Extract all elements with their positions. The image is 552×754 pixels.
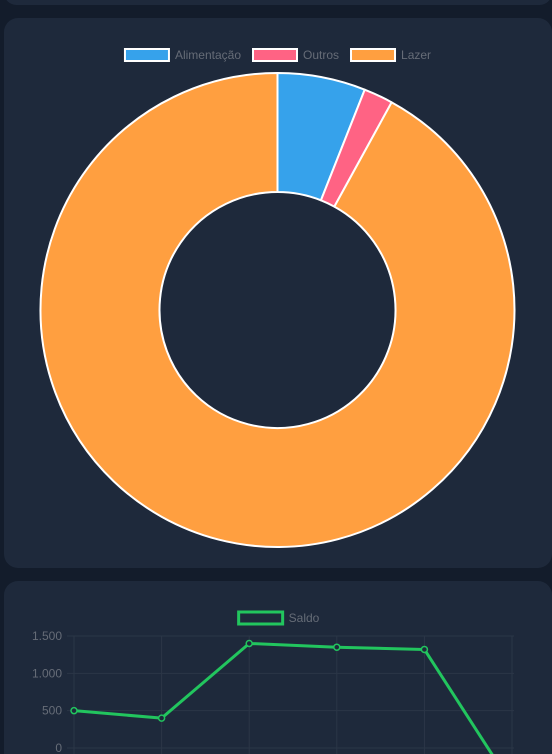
previous-card <box>4 0 552 5</box>
data-point-2[interactable] <box>245 639 253 648</box>
data-point-4[interactable] <box>420 645 429 654</box>
expense-doughnut-card: Alimentação Outros Lazer <box>4 18 552 568</box>
legend-item-outros[interactable]: Outros <box>252 48 339 62</box>
data-point-1[interactable] <box>157 714 166 722</box>
doughnut-legend: Alimentação Outros Lazer <box>123 48 431 62</box>
balance-line-chart: Saldo 0 500 1.000 1.500 <box>32 610 514 754</box>
line-series <box>70 639 494 754</box>
line-y-axis: 0 500 1.000 1.500 <box>32 629 62 754</box>
data-point-3[interactable] <box>333 643 341 651</box>
legend-label-saldo: Saldo <box>289 611 320 625</box>
y-tick-1-000: 1.000 <box>32 666 62 680</box>
line-grid <box>67 635 514 754</box>
legend-item-lazer[interactable]: Lazer <box>350 48 431 62</box>
slice-lazer[interactable] <box>39 72 516 548</box>
legend-label-outros: Outros <box>303 48 339 62</box>
legend-swatch-lazer <box>350 48 397 62</box>
y-tick-500: 500 <box>42 704 62 718</box>
data-point-0[interactable] <box>70 706 78 715</box>
legend-label-lazer: Lazer <box>401 48 431 62</box>
legend-item-saldo[interactable]: Saldo <box>237 610 320 626</box>
line-legend: Saldo <box>237 610 320 626</box>
y-tick-0: 0 <box>55 741 62 754</box>
y-tick-1-500: 1.500 <box>32 629 62 643</box>
legend-swatch-outros <box>252 48 298 62</box>
legend-item-alimentacao[interactable]: Alimentação <box>123 48 241 62</box>
balance-line-card: Saldo 0 500 1.000 1.500 <box>4 581 552 754</box>
series-line-saldo <box>72 641 494 754</box>
legend-label-alimentacao: Alimentação <box>175 48 241 62</box>
legend-swatch-saldo <box>237 610 285 626</box>
expense-doughnut-chart: Alimentação Outros Lazer <box>39 48 516 548</box>
doughnut-slices <box>39 72 516 548</box>
legend-swatch-alimentacao <box>123 48 170 62</box>
